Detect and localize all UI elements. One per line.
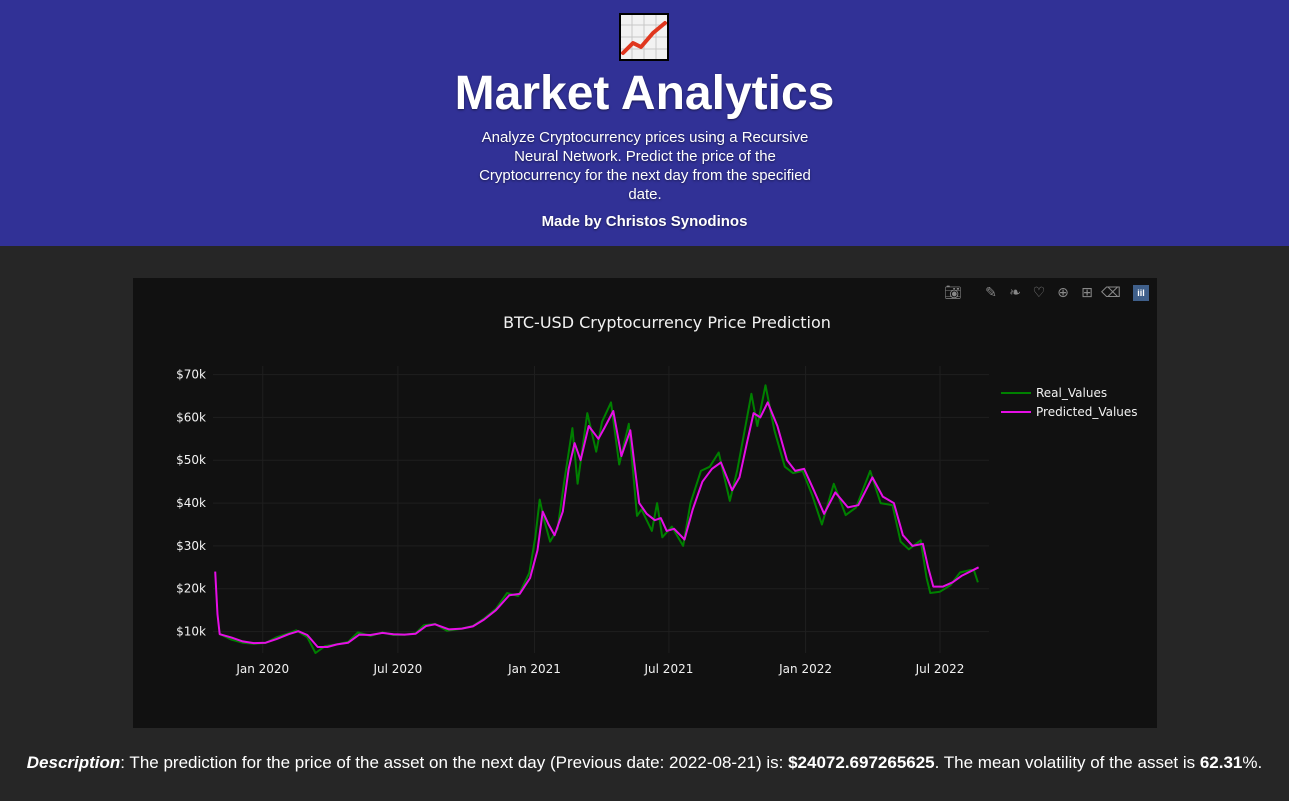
y-tick-label: $70k bbox=[176, 368, 206, 382]
description-text-middle: . The mean volatility of the asset is bbox=[934, 753, 1200, 772]
draw-open-path-icon[interactable]: ❧ bbox=[1009, 285, 1021, 301]
description-text-before: : The prediction for the price of the as… bbox=[120, 753, 789, 772]
chart-title: BTC-USD Cryptocurrency Price Prediction bbox=[503, 313, 831, 332]
y-tick-label: $20k bbox=[176, 582, 206, 596]
page-title: Market Analytics bbox=[454, 67, 835, 120]
x-tick-label: Jul 2020 bbox=[372, 662, 422, 676]
legend-item-predicted-values[interactable]: Predicted_Values bbox=[1001, 405, 1138, 419]
chart-increasing-icon bbox=[619, 13, 669, 61]
camera-icon[interactable]: 📷︎ bbox=[944, 285, 962, 301]
volatility-value: 62.31 bbox=[1199, 753, 1243, 772]
y-tick-label: $60k bbox=[176, 410, 206, 424]
legend-item-real-values[interactable]: Real_Values bbox=[1001, 386, 1107, 400]
draw-line-icon[interactable]: ✎ bbox=[985, 285, 997, 301]
y-tick-label: $10k bbox=[176, 625, 206, 639]
price-chart[interactable]: BTC-USD Cryptocurrency Price Prediction … bbox=[133, 278, 1157, 728]
y-tick-label: $50k bbox=[176, 453, 206, 467]
app-header: Market Analytics Analyze Cryptocurrency … bbox=[0, 0, 1289, 246]
autoscale-icon[interactable]: ⊞ bbox=[1081, 285, 1093, 301]
y-tick-label: $30k bbox=[176, 539, 206, 553]
series-line-predicted-values bbox=[214, 401, 980, 648]
prediction-description: Description: The prediction for the pric… bbox=[0, 751, 1289, 775]
chart-modebar: 📷︎ ✎ ❧ ♡ ⊕ ⊞ ⌫ iil bbox=[943, 282, 1149, 304]
x-tick-label: Jan 2020 bbox=[235, 662, 289, 676]
x-axis-ticks: Jan 2020 Jul 2020 Jan 2021 Jul 2021 Jan 2022… bbox=[235, 662, 964, 676]
x-tick-label: Jan 2022 bbox=[778, 662, 832, 676]
chart-legend[interactable]: Real_Values Predicted_Values bbox=[1001, 386, 1138, 419]
legend-label: Predicted_Values bbox=[1036, 405, 1138, 419]
zoom-in-icon[interactable]: ⊕ bbox=[1057, 285, 1069, 301]
page-subtitle: Analyze Cryptocurrency prices using a Re… bbox=[479, 129, 811, 203]
y-axis-ticks: $10k $20k $30k $40k $50k $60k $70k bbox=[176, 368, 206, 639]
x-tick-label: Jul 2022 bbox=[915, 662, 965, 676]
x-tick-label: Jan 2021 bbox=[507, 662, 561, 676]
chart-gridlines bbox=[213, 366, 989, 653]
plotly-logo-icon[interactable]: iil bbox=[1133, 285, 1149, 301]
description-text-after: %. bbox=[1242, 753, 1263, 772]
description-label: Description bbox=[26, 753, 121, 772]
draw-closed-path-icon[interactable]: ♡ bbox=[1032, 285, 1046, 301]
author-credit: Made by Christos Synodinos bbox=[541, 213, 748, 230]
x-tick-label: Jul 2021 bbox=[644, 662, 694, 676]
erase-shape-icon[interactable]: ⌫ bbox=[1101, 285, 1121, 301]
prediction-value: $24072.697265625 bbox=[788, 753, 935, 772]
series-line-real-values bbox=[219, 384, 979, 654]
price-chart-card: 📷︎ ✎ ❧ ♡ ⊕ ⊞ ⌫ iil BTC-USD Cryptocurrenc… bbox=[133, 278, 1157, 728]
legend-label: Real_Values bbox=[1036, 386, 1107, 400]
chart-series bbox=[214, 384, 980, 654]
y-tick-label: $40k bbox=[176, 496, 206, 510]
